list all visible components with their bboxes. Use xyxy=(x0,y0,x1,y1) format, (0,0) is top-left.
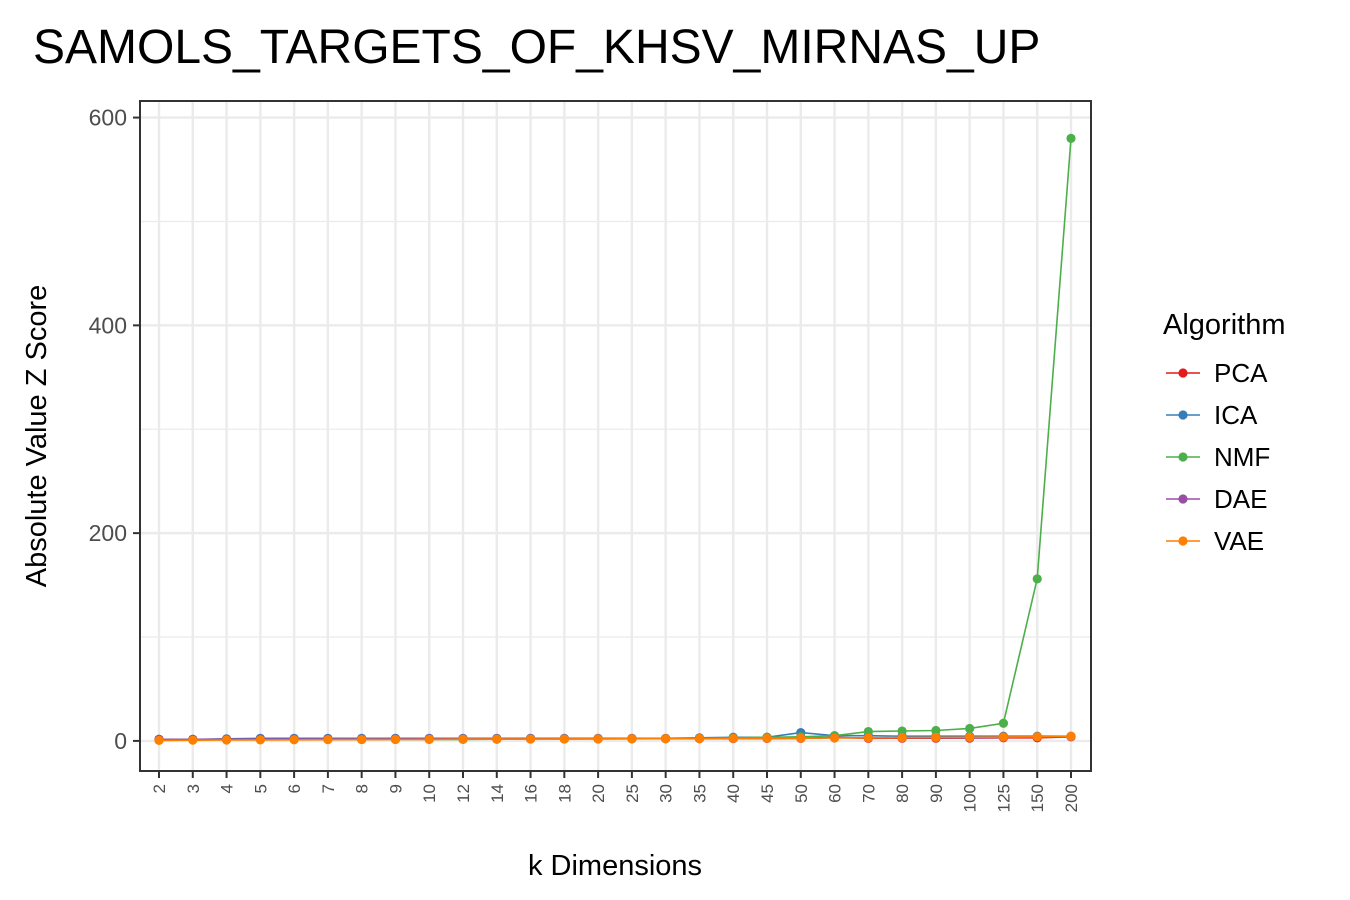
x-tick-label: 10 xyxy=(420,784,439,803)
data-point-vae xyxy=(762,733,772,743)
data-point-vae xyxy=(424,734,434,744)
data-point-vae xyxy=(1032,732,1042,742)
x-tick-label: 5 xyxy=(251,784,270,793)
x-axis-title: k Dimensions xyxy=(528,850,702,882)
legend-label: ICA xyxy=(1214,400,1258,430)
series-line-vae xyxy=(158,735,1072,742)
legend-title: Algorithm xyxy=(1163,309,1286,341)
data-point-nmf xyxy=(998,718,1009,728)
series-line-nmf xyxy=(159,138,1072,741)
x-tick-label: 35 xyxy=(690,784,709,803)
x-tick-label: 125 xyxy=(994,784,1013,812)
data-point-vae xyxy=(559,734,569,744)
x-tick-label: 9 xyxy=(386,784,405,793)
legend-key-point xyxy=(1178,368,1188,378)
legend-label: VAE xyxy=(1214,526,1264,556)
data-point-vae xyxy=(796,733,806,743)
x-tick-label: 45 xyxy=(758,784,777,803)
y-tick-label: 0 xyxy=(114,728,127,754)
legend-key-point xyxy=(1178,536,1188,546)
x-tick-label: 150 xyxy=(1028,784,1047,812)
legend-item-pca: PCA xyxy=(1166,358,1268,388)
data-point-vae xyxy=(863,733,873,743)
data-point-vae xyxy=(829,733,840,743)
data-point-vae xyxy=(255,735,265,745)
plot-panel-border xyxy=(139,100,1092,772)
data-point-vae xyxy=(323,735,333,745)
data-point-vae xyxy=(694,733,705,744)
data-point-vae xyxy=(998,732,1009,742)
data-point-vae xyxy=(965,732,975,742)
data-point-vae xyxy=(221,735,232,745)
y-tick-label: 400 xyxy=(89,312,127,338)
x-tick-label: 4 xyxy=(218,784,237,793)
data-point-vae xyxy=(897,732,907,743)
data-point-nmf xyxy=(1066,133,1076,143)
data-point-vae xyxy=(289,735,299,745)
legend-label: DAE xyxy=(1214,484,1267,514)
legend-key-point xyxy=(1178,410,1188,420)
data-point-vae xyxy=(931,732,941,742)
data-point-vae xyxy=(492,734,502,744)
series-nmf xyxy=(154,133,1076,745)
series-layer xyxy=(154,133,1076,745)
x-tick-label: 20 xyxy=(589,784,608,803)
legend-key-point xyxy=(1178,452,1188,462)
data-point-vae xyxy=(728,733,738,744)
x-tick-label: 3 xyxy=(184,784,203,793)
series-vae xyxy=(154,731,1076,745)
data-point-vae xyxy=(458,734,468,744)
legend-item-dae: DAE xyxy=(1166,484,1267,514)
x-tick-label: 40 xyxy=(724,784,743,803)
x-tick-label: 16 xyxy=(522,784,541,803)
data-point-vae xyxy=(154,735,164,745)
y-axis: 0 200 400 600 xyxy=(89,105,140,754)
data-point-vae xyxy=(627,734,637,744)
y-tick-label: 600 xyxy=(89,105,127,131)
data-point-vae xyxy=(390,734,401,745)
data-point-vae xyxy=(525,734,536,744)
x-tick-label: 12 xyxy=(454,784,473,803)
x-axis: 2 3 4 5 6 7 8 9 10 12 14 16 18 20 25 30 35 40 45 50 60 70 80 90… xyxy=(150,771,1081,812)
x-tick-label: 70 xyxy=(859,784,878,803)
x-tick-label: 200 xyxy=(1062,784,1081,812)
data-point-nmf xyxy=(897,726,907,736)
data-point-nmf xyxy=(931,725,941,736)
y-tick-label: 200 xyxy=(89,520,127,546)
data-point-nmf xyxy=(965,723,975,734)
x-tick-label: 60 xyxy=(826,784,845,803)
data-point-nmf xyxy=(1032,574,1042,584)
legend-item-ica: ICA xyxy=(1166,400,1258,430)
data-point-vae xyxy=(357,734,367,745)
x-tick-label: 8 xyxy=(353,784,372,793)
x-tick-label: 18 xyxy=(555,784,574,803)
legend-item-nmf: NMF xyxy=(1166,442,1270,472)
data-point-vae xyxy=(661,734,671,744)
legend-items: PCA ICA NMF DAE VAE xyxy=(1166,358,1270,556)
data-point-vae xyxy=(188,735,198,745)
chart-title: SAMOLS_TARGETS_OF_KHSV_MIRNAS_UP xyxy=(33,21,1040,74)
legend: Algorithm PCA ICA NMF DAE VAE xyxy=(1163,309,1286,556)
legend-item-vae: VAE xyxy=(1166,526,1264,556)
x-tick-label: 30 xyxy=(657,784,676,803)
grid xyxy=(141,102,1090,770)
x-tick-label: 100 xyxy=(961,784,980,812)
x-tick-label: 7 xyxy=(319,784,338,793)
legend-label: NMF xyxy=(1214,442,1270,472)
x-tick-label: 50 xyxy=(792,784,811,803)
x-tick-label: 90 xyxy=(927,784,946,803)
data-point-vae xyxy=(1066,731,1076,741)
x-tick-label: 80 xyxy=(893,784,912,803)
data-point-vae xyxy=(593,734,603,744)
x-tick-label: 6 xyxy=(285,784,304,793)
x-tick-label: 2 xyxy=(150,784,169,793)
x-tick-label: 14 xyxy=(488,784,507,803)
legend-label: PCA xyxy=(1214,358,1268,388)
y-axis-title: Absolute Value Z Score xyxy=(21,285,53,588)
legend-key-point xyxy=(1178,494,1188,504)
x-tick-label: 25 xyxy=(623,784,642,803)
